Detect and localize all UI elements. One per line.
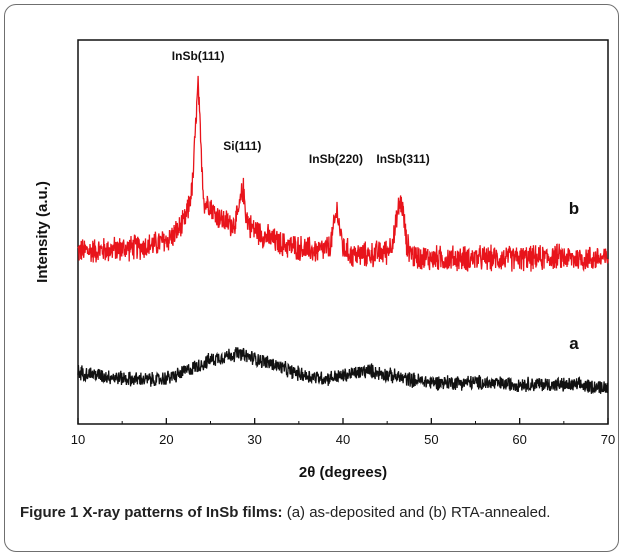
x-axis-title: 2θ (degrees): [299, 464, 387, 481]
x-tick-label: 70: [601, 432, 615, 447]
series-label-a: a: [569, 334, 579, 353]
y-axis-title: Intensity (a.u.): [34, 181, 51, 283]
series-label-b: b: [569, 199, 579, 218]
x-tick-layer: 10 20 30 40 50 60 70: [71, 418, 615, 447]
annotation-layer: InSb(111) Si(111) InSb(220) InSb(311) b a: [172, 49, 579, 353]
caption-text: (a) as-deposited and (b) RTA-annealed.: [282, 504, 551, 521]
x-tick-label: 20: [159, 432, 173, 447]
plot-area: [77, 39, 609, 425]
peak-label: InSb(220): [309, 152, 363, 166]
x-tick-label: 10: [71, 432, 85, 447]
series-line-a: [77, 347, 609, 395]
xrd-chart: 10 20 30 40 50 60 70 InSb(111) Si(111) InSb(220)…: [34, 39, 615, 481]
x-tick-label: 30: [247, 432, 261, 447]
x-tick-label: 50: [424, 432, 438, 447]
peak-label: InSb(311): [376, 152, 429, 166]
x-tick-label: 40: [336, 432, 350, 447]
x-tick-label: 60: [512, 432, 526, 447]
figure-caption: Figure 1 X-ray patterns of InSb films: (…: [20, 502, 610, 524]
caption-label: Figure 1 X-ray patterns of InSb films:: [20, 504, 283, 521]
peak-label: Si(111): [223, 139, 261, 153]
peak-label: InSb(111): [172, 49, 225, 63]
series-line-b: [77, 75, 609, 273]
series-layer: [77, 75, 609, 395]
